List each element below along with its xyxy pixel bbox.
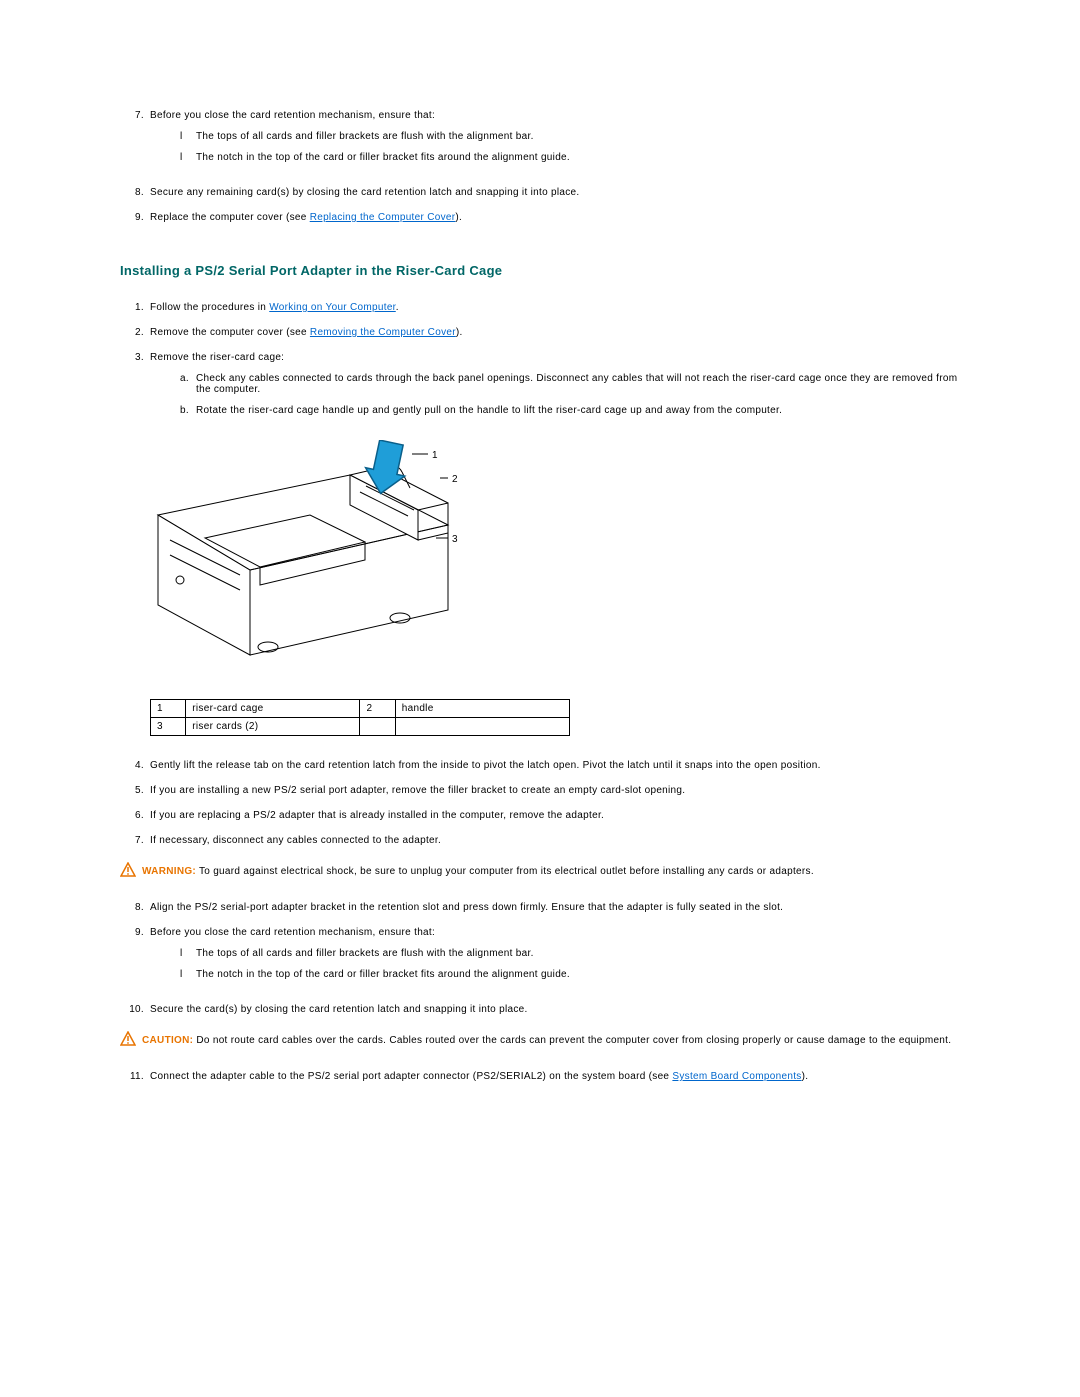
list-text: Follow the procedures in bbox=[150, 302, 269, 313]
list-item: 5. If you are installing a new PS/2 seri… bbox=[120, 785, 960, 796]
list-text: Align the PS/2 serial-port adapter brack… bbox=[150, 902, 960, 913]
list-text: If you are installing a new PS/2 serial … bbox=[150, 785, 960, 796]
sub-item: a. Check any cables connected to cards t… bbox=[150, 373, 960, 395]
bullet-item: l The notch in the top of the card or fi… bbox=[150, 969, 960, 980]
sub-item: b. Rotate the riser-card cage handle up … bbox=[150, 405, 960, 416]
list-number: 9. bbox=[120, 927, 150, 990]
list-item: 1. Follow the procedures in Working on Y… bbox=[120, 302, 960, 313]
callout-table: 1 riser-card cage 2 handle 3 riser cards… bbox=[150, 699, 570, 736]
table-cell: 3 bbox=[151, 718, 186, 736]
caution-icon bbox=[120, 1031, 138, 1049]
list-text: Secure any remaining card(s) by closing … bbox=[150, 187, 960, 198]
callout-2: 2 bbox=[452, 474, 458, 485]
section-heading: Installing a PS/2 Serial Port Adapter in… bbox=[120, 263, 960, 278]
list-number: 10. bbox=[120, 1004, 150, 1015]
table-cell: riser cards (2) bbox=[186, 718, 360, 736]
list-text: Remove the computer cover (see bbox=[150, 327, 310, 338]
bullet-item: l The tops of all cards and filler brack… bbox=[150, 948, 960, 959]
riser-cage-diagram: 1 2 3 bbox=[150, 440, 460, 675]
table-cell: riser-card cage bbox=[186, 700, 360, 718]
list-text: If you are replacing a PS/2 adapter that… bbox=[150, 810, 960, 821]
bullet-text: The notch in the top of the card or fill… bbox=[196, 969, 960, 980]
list-item: 8. Secure any remaining card(s) by closi… bbox=[120, 187, 960, 198]
list-number: 5. bbox=[120, 785, 150, 796]
list-item: 9. Replace the computer cover (see Repla… bbox=[120, 212, 960, 223]
list-item: 6. If you are replacing a PS/2 adapter t… bbox=[120, 810, 960, 821]
caution-label: CAUTION: bbox=[142, 1035, 193, 1046]
list-number: 11. bbox=[120, 1071, 150, 1082]
list-number: 8. bbox=[120, 187, 150, 198]
table-cell: handle bbox=[395, 700, 569, 718]
link-replacing-cover[interactable]: Replacing the Computer Cover bbox=[310, 212, 456, 223]
list-item: 8. Align the PS/2 serial-port adapter br… bbox=[120, 902, 960, 913]
top-steps: 7. Before you close the card retention m… bbox=[120, 110, 960, 223]
bullet-text: The tops of all cards and filler bracket… bbox=[196, 131, 960, 142]
list-item: 2. Remove the computer cover (see Removi… bbox=[120, 327, 960, 338]
list-number: 7. bbox=[120, 835, 150, 846]
list-text: Remove the riser-card cage: bbox=[150, 352, 284, 363]
list-text: If necessary, disconnect any cables conn… bbox=[150, 835, 960, 846]
list-text: Before you close the card retention mech… bbox=[150, 927, 435, 938]
table-row: 1 riser-card cage 2 handle bbox=[151, 700, 570, 718]
link-removing-cover[interactable]: Removing the Computer Cover bbox=[310, 327, 456, 338]
list-text: Replace the computer cover (see bbox=[150, 212, 310, 223]
bullet-mark: l bbox=[180, 969, 196, 980]
main-steps: 1. Follow the procedures in Working on Y… bbox=[120, 302, 960, 1082]
list-number: 9. bbox=[120, 212, 150, 223]
bullet-mark: l bbox=[180, 948, 196, 959]
list-number: 8. bbox=[120, 902, 150, 913]
bullet-list: l The tops of all cards and filler brack… bbox=[150, 948, 960, 980]
list-text: Before you close the card retention mech… bbox=[150, 110, 435, 121]
list-text: ). bbox=[802, 1071, 809, 1082]
warning-alert: WARNING: To guard against electrical sho… bbox=[120, 864, 960, 880]
caution-alert: CAUTION: Do not route card cables over t… bbox=[120, 1033, 960, 1049]
list-text: ). bbox=[456, 327, 463, 338]
list-number: 2. bbox=[120, 327, 150, 338]
bullet-text: The tops of all cards and filler bracket… bbox=[196, 948, 960, 959]
list-number: 1. bbox=[120, 302, 150, 313]
bullet-item: l The notch in the top of the card or fi… bbox=[150, 152, 960, 163]
list-number: 6. bbox=[120, 810, 150, 821]
list-item: 10. Secure the card(s) by closing the ca… bbox=[120, 1004, 960, 1015]
table-row: 3 riser cards (2) bbox=[151, 718, 570, 736]
list-text: . bbox=[396, 302, 399, 313]
sub-text: Rotate the riser-card cage handle up and… bbox=[196, 405, 960, 416]
table-cell bbox=[395, 718, 569, 736]
list-number: 7. bbox=[120, 110, 150, 173]
list-text: ). bbox=[455, 212, 462, 223]
list-item: 7. Before you close the card retention m… bbox=[120, 110, 960, 173]
bullet-list: l The tops of all cards and filler brack… bbox=[150, 131, 960, 163]
list-item: 7. If necessary, disconnect any cables c… bbox=[120, 835, 960, 846]
sub-text: Check any cables connected to cards thro… bbox=[196, 373, 960, 395]
bullet-mark: l bbox=[180, 131, 196, 142]
warning-label: WARNING: bbox=[142, 866, 196, 877]
callout-1: 1 bbox=[432, 450, 438, 461]
bullet-text: The notch in the top of the card or fill… bbox=[196, 152, 960, 163]
list-item: 4. Gently lift the release tab on the ca… bbox=[120, 760, 960, 771]
sub-mark: b. bbox=[180, 405, 196, 416]
list-number: 4. bbox=[120, 760, 150, 771]
list-item: 9. Before you close the card retention m… bbox=[120, 927, 960, 990]
bullet-item: l The tops of all cards and filler brack… bbox=[150, 131, 960, 142]
caution-text: Do not route card cables over the cards.… bbox=[193, 1035, 951, 1046]
warning-text: To guard against electrical shock, be su… bbox=[196, 866, 814, 877]
document-page: 7. Before you close the card retention m… bbox=[0, 0, 1080, 1156]
list-text: Gently lift the release tab on the card … bbox=[150, 760, 960, 771]
table-cell bbox=[360, 718, 395, 736]
list-text: Connect the adapter cable to the PS/2 se… bbox=[150, 1071, 672, 1082]
table-cell: 1 bbox=[151, 700, 186, 718]
sub-mark: a. bbox=[180, 373, 196, 395]
callout-3: 3 bbox=[452, 534, 458, 545]
link-working-on-computer[interactable]: Working on Your Computer bbox=[269, 302, 396, 313]
bullet-mark: l bbox=[180, 152, 196, 163]
link-system-board[interactable]: System Board Components bbox=[672, 1071, 801, 1082]
list-item: 11. Connect the adapter cable to the PS/… bbox=[120, 1071, 960, 1082]
list-number: 3. bbox=[120, 352, 150, 426]
diagram: 1 2 3 bbox=[150, 440, 960, 675]
list-text: Secure the card(s) by closing the card r… bbox=[150, 1004, 960, 1015]
sub-list: a. Check any cables connected to cards t… bbox=[150, 373, 960, 416]
table-cell: 2 bbox=[360, 700, 395, 718]
warning-icon bbox=[120, 862, 138, 880]
list-item: 3. Remove the riser-card cage: a. Check … bbox=[120, 352, 960, 426]
